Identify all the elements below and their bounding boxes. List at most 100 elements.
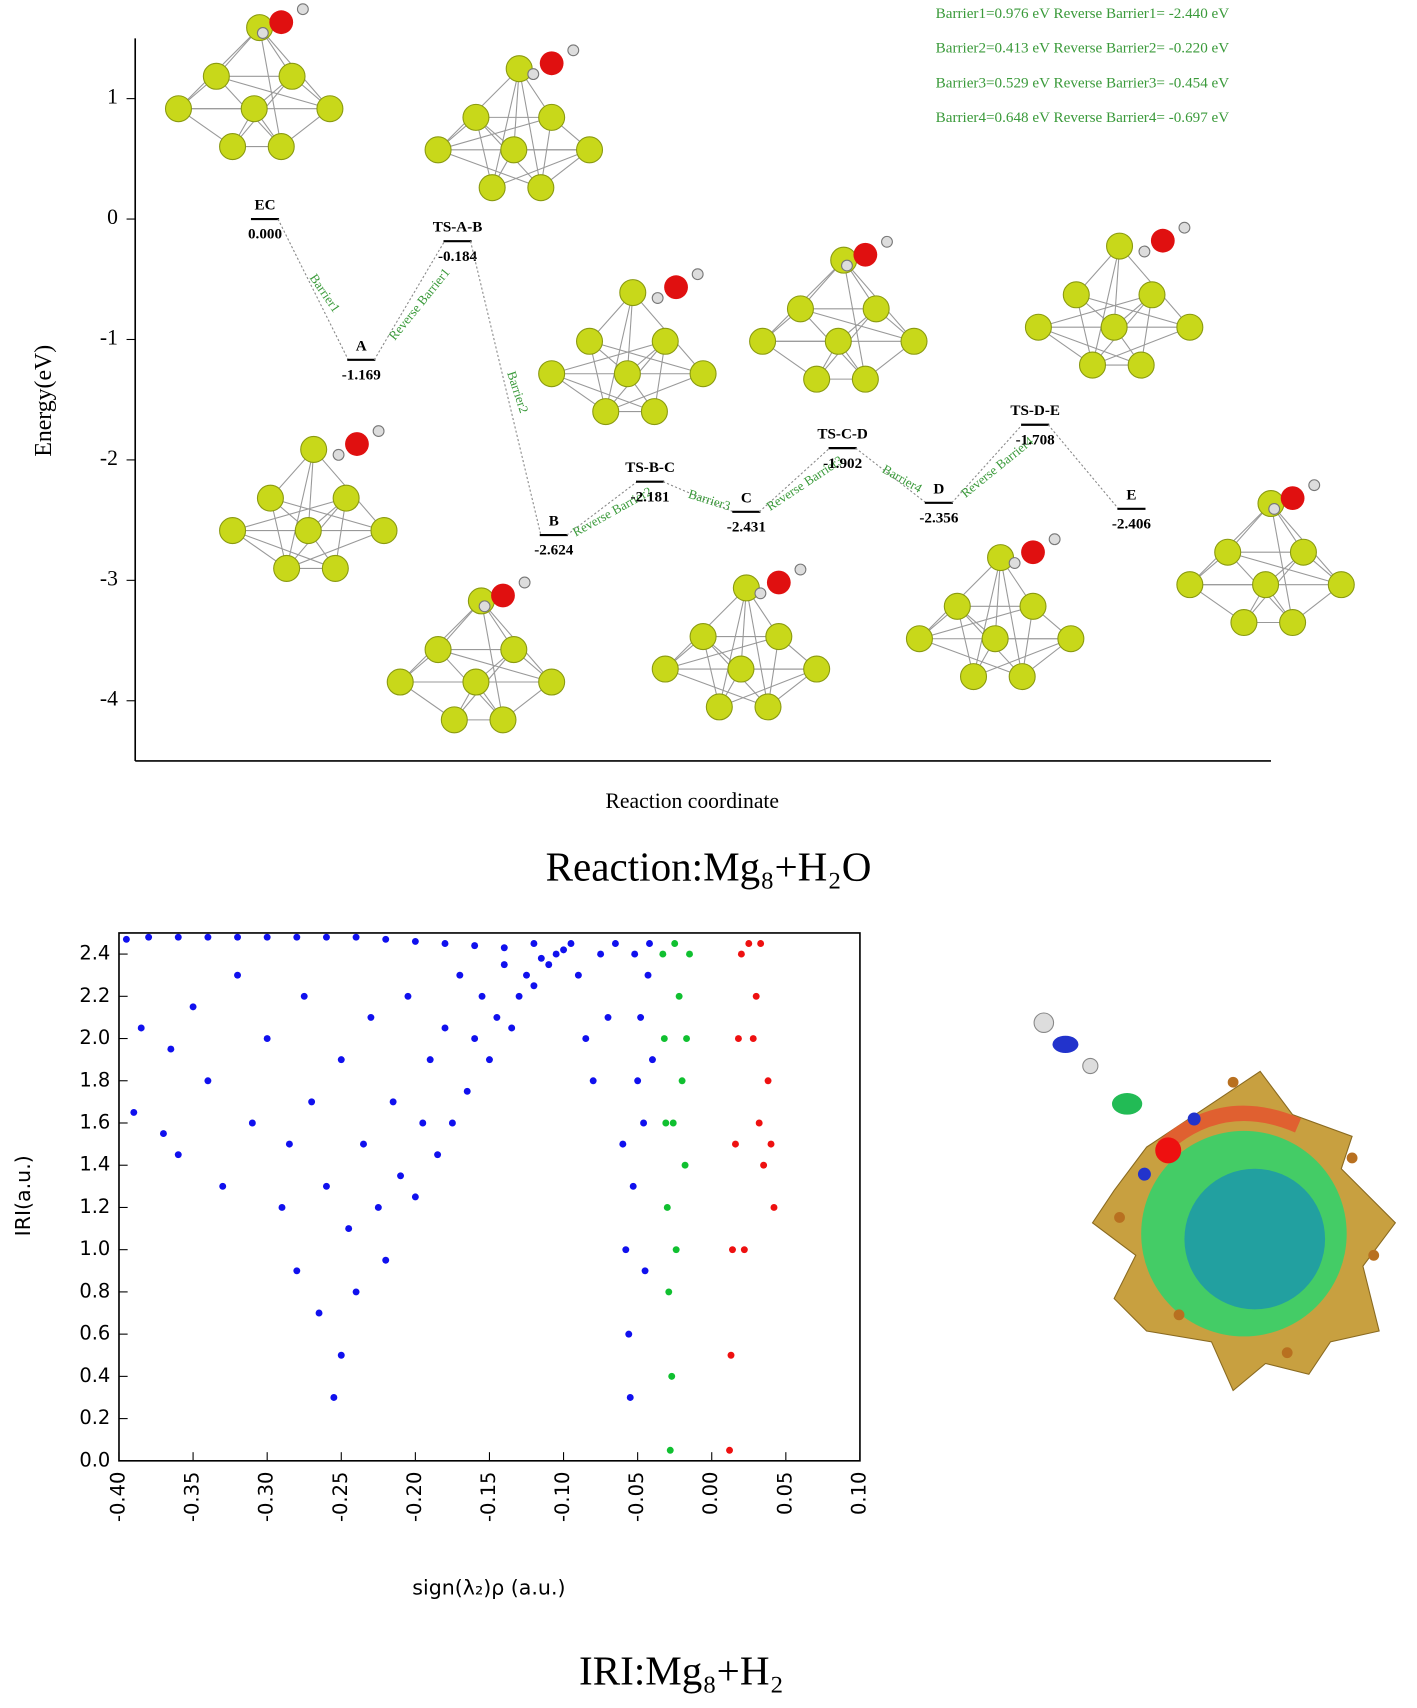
y-axis-label: Energy(eV) (31, 345, 57, 457)
o-atom (345, 432, 369, 456)
point (770, 1203, 778, 1211)
point (764, 1077, 772, 1085)
barrier-note: Barrier4=0.648 eV Reverse Barrier4= -0.6… (936, 110, 1230, 126)
h-atom (478, 600, 491, 613)
point (234, 933, 241, 941)
y-tick-label: -2 (100, 446, 118, 470)
point (234, 971, 241, 979)
bond (232, 530, 336, 569)
mg-atom (1327, 571, 1355, 599)
y-tick-label: 2.4 (79, 942, 110, 965)
h-atom (527, 68, 540, 81)
bond (437, 149, 542, 189)
bond (626, 292, 634, 374)
mg-atom (316, 95, 344, 123)
y-tick-label: 1.2 (79, 1195, 110, 1218)
y-tick-label: -3 (100, 566, 118, 590)
bond (480, 600, 504, 720)
o-atom (664, 275, 688, 300)
point (662, 1119, 670, 1127)
level-name: E (1126, 487, 1136, 503)
point (523, 971, 530, 979)
point (315, 1309, 323, 1317)
x-tick-label: -0.15 (477, 1472, 500, 1522)
connector-label: Barrier2 (504, 369, 532, 415)
point (666, 1446, 674, 1454)
y-tick-label: -4 (100, 687, 118, 711)
mg-atom (505, 55, 533, 83)
y-tick-label: 1 (107, 85, 118, 109)
point (404, 992, 412, 1000)
point (731, 1140, 739, 1148)
mg-atom (278, 62, 306, 90)
point (582, 1035, 590, 1042)
y-tick-label: 2.0 (79, 1026, 110, 1049)
bond (518, 68, 542, 188)
mg-atom (786, 295, 814, 323)
bond (665, 668, 769, 708)
o-atom (1021, 540, 1045, 565)
bond (994, 557, 1002, 639)
h-atom (754, 587, 767, 600)
level-name: C (741, 490, 752, 506)
mg-atom (900, 327, 928, 355)
mg-atom (386, 668, 414, 696)
bond (740, 587, 747, 670)
o-atom (766, 570, 791, 595)
mg-atom (478, 174, 506, 202)
mg-atom (959, 663, 988, 691)
point (726, 1446, 733, 1454)
point (174, 1151, 182, 1159)
point (374, 1203, 382, 1211)
level-name: EC (255, 198, 276, 214)
point (672, 1246, 680, 1254)
point (727, 1351, 735, 1359)
mg-atom (1214, 538, 1242, 566)
point (485, 1056, 493, 1064)
point (663, 1203, 671, 1211)
mg-atom (202, 62, 230, 90)
point (634, 1077, 642, 1085)
x-tick-label: -0.20 (403, 1472, 426, 1522)
level-name: A (356, 338, 367, 354)
point (500, 961, 508, 969)
bond (551, 373, 655, 413)
mg-atom (294, 517, 322, 545)
level-name: TS-D-E (1010, 403, 1060, 419)
point (389, 1098, 397, 1106)
mg-atom (424, 636, 452, 664)
connector-label: Barrier4 (880, 461, 925, 496)
point (683, 1035, 691, 1042)
mg-atom (1176, 571, 1204, 599)
point (686, 950, 693, 958)
barrier-note: Barrier3=0.529 eV Reverse Barrier3= -0.4… (936, 75, 1230, 91)
point (597, 950, 605, 958)
point (293, 1267, 301, 1275)
point (552, 950, 560, 958)
point (545, 961, 553, 969)
mg-atom (689, 623, 717, 651)
point (145, 933, 153, 941)
mg-atom (370, 517, 398, 545)
point (122, 935, 130, 943)
y-tick-label: 2.2 (79, 984, 110, 1007)
mg-atom (267, 133, 295, 161)
point (352, 1288, 360, 1296)
level-value: -2.181 (631, 489, 670, 505)
point (330, 1394, 338, 1401)
point (530, 940, 538, 947)
mg-atom (219, 517, 247, 545)
mg-atom (862, 295, 890, 323)
mg-atom (1230, 608, 1258, 637)
point (757, 940, 765, 947)
bond (605, 373, 704, 413)
point (660, 1035, 668, 1042)
mg-atom (727, 655, 755, 683)
point (589, 1077, 597, 1085)
h-atom (372, 425, 385, 438)
connector (566, 481, 638, 536)
x-tick-label: 0.00 (699, 1472, 722, 1515)
h-atom (1308, 479, 1321, 492)
mg-atom (592, 398, 620, 426)
point (631, 950, 639, 958)
